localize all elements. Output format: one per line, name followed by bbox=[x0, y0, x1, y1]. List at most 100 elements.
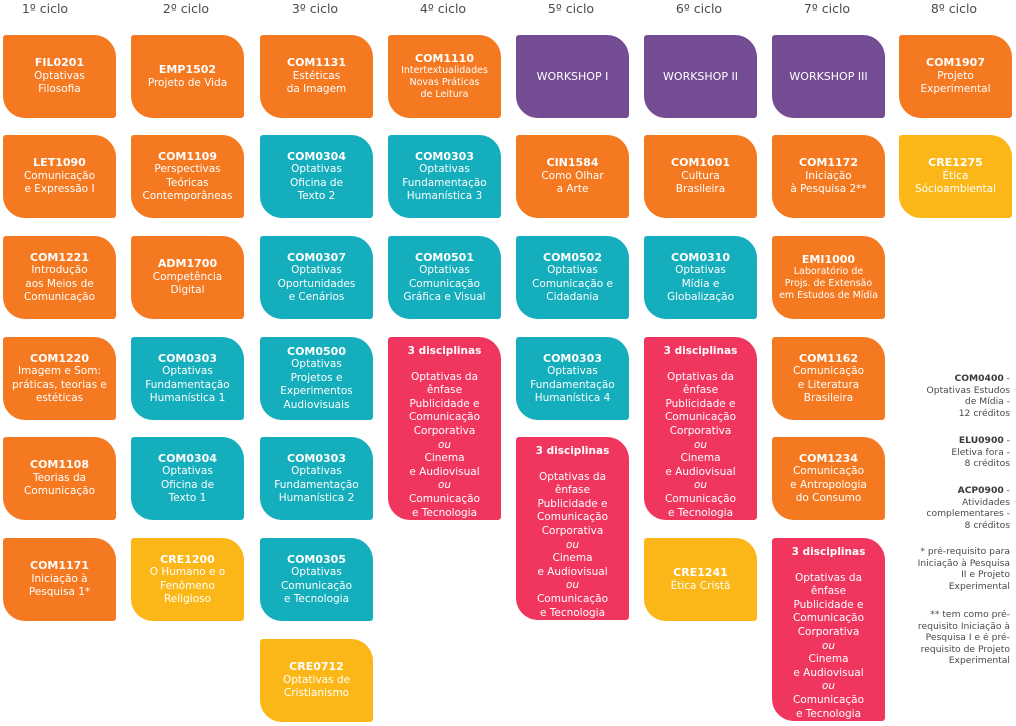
course-card[interactable]: COM1110 Intertextualidades Novas Prática… bbox=[388, 35, 501, 118]
or-label: ou bbox=[565, 538, 580, 551]
course-card[interactable]: LET1090 Comunicação e Expressão I bbox=[3, 135, 116, 218]
electives-block[interactable]: 3 disciplinas Optativas da ênfase Public… bbox=[516, 437, 629, 620]
course-card[interactable]: COM1171 Iniciação à Pesquisa 1* bbox=[3, 538, 116, 621]
workshop-card[interactable]: WORKSHOP III bbox=[772, 35, 885, 118]
note-text: Atividades complementares - 8 créditos bbox=[926, 496, 1010, 531]
course-card[interactable]: COM0303 Optativas Fundamentação Humaníst… bbox=[260, 437, 373, 520]
course-title: Ética Cristã bbox=[670, 579, 731, 592]
course-card[interactable]: ADM1700 Competência Digital bbox=[131, 236, 244, 319]
electives-option-1: Optativas da ênfase Publicidade e Comuni… bbox=[536, 470, 609, 537]
or-label: ou bbox=[565, 579, 580, 592]
course-card[interactable]: COM0305 Optativas Comunicação e Tecnolog… bbox=[260, 538, 373, 621]
course-card[interactable]: COM0303 Optativas Fundamentação Humaníst… bbox=[516, 337, 629, 420]
course-code: COM0303 bbox=[543, 351, 602, 365]
course-card[interactable]: CRE1275 Ética Sócioambiental bbox=[899, 135, 1012, 218]
course-title: Projeto de Vida bbox=[147, 76, 228, 89]
course-code: COM1131 bbox=[287, 56, 346, 70]
course-code: COM0310 bbox=[671, 250, 730, 264]
course-title: Estéticas da Imagem bbox=[286, 69, 347, 96]
cycle-header-3: 3º ciclo bbox=[291, 1, 339, 16]
course-card[interactable]: COM1220 Imagem e Som: práticas, teorias … bbox=[3, 337, 116, 420]
note-code: ACP0900 bbox=[957, 485, 1004, 496]
course-card[interactable]: COM1221 Introdução aos Meios de Comunica… bbox=[3, 236, 116, 319]
course-card[interactable]: COM0303 Optativas Fundamentação Humaníst… bbox=[131, 337, 244, 420]
course-card[interactable]: COM0501 Optativas Comunicação Gráfica e … bbox=[388, 236, 501, 319]
course-code: CRE1241 bbox=[673, 566, 728, 579]
cycle-header-1: 1º ciclo bbox=[21, 1, 69, 16]
course-card[interactable]: COM1172 Iniciação à Pesquisa 2** bbox=[772, 135, 885, 218]
course-title: Optativas Filosofia bbox=[34, 69, 85, 96]
course-card[interactable]: CIN1584 Como Olhar a Arte bbox=[516, 135, 629, 218]
electives-block[interactable]: 3 disciplinas Optativas da ênfase Public… bbox=[644, 337, 757, 520]
course-title: Optativas Fundamentação Humanística 1 bbox=[145, 365, 230, 404]
course-code: COM0501 bbox=[415, 250, 474, 264]
course-card[interactable]: COM1234 Comunicação e Antropologia do Co… bbox=[772, 437, 885, 520]
course-title: Optativas de Cristianismo bbox=[282, 673, 351, 700]
course-title: Imagem e Som: práticas, teorias e estéti… bbox=[12, 365, 107, 404]
course-card[interactable]: CRE1241 Ética Cristã bbox=[644, 538, 757, 621]
course-card[interactable]: COM0304 Optativas Oficina de Texto 1 bbox=[131, 437, 244, 520]
workshop-card[interactable]: WORKSHOP II bbox=[644, 35, 757, 118]
course-card[interactable]: COM0310 Optativas Mídia e Globalização bbox=[644, 236, 757, 319]
course-title: Ética Sócioambiental bbox=[914, 169, 997, 196]
cycle-header-6: 6º ciclo bbox=[675, 1, 723, 16]
course-card[interactable]: COM0307 Optativas Oportunidades e Cenári… bbox=[260, 236, 373, 319]
electives-option-1: Optativas da ênfase Publicidade e Comuni… bbox=[664, 370, 737, 437]
course-code: EMI1000 bbox=[801, 252, 856, 266]
course-title: Optativas Comunicação e Cidadania bbox=[532, 264, 613, 303]
course-title: Introdução aos Meios de Comunicação bbox=[23, 264, 96, 303]
electives-option-3: Comunicação e Tecnologia bbox=[792, 693, 865, 720]
course-code: COM0304 bbox=[287, 149, 346, 163]
electives-block[interactable]: 3 disciplinas Optativas da ênfase Public… bbox=[772, 538, 885, 721]
cycle-header-8: 8º ciclo bbox=[930, 1, 978, 16]
course-code: COM1171 bbox=[30, 559, 89, 573]
course-card[interactable]: COM1162 Comunicação e Literatura Brasile… bbox=[772, 337, 885, 420]
course-card[interactable]: COM1131 Estéticas da Imagem bbox=[260, 35, 373, 118]
course-code: COM1109 bbox=[158, 149, 217, 163]
course-card[interactable]: COM1109 Perspectivas Teóricas Contemporâ… bbox=[131, 135, 244, 218]
course-title: Teorias da Comunicação bbox=[23, 471, 96, 498]
course-card[interactable]: EMI1000 Laboratório de Projs. de Extensã… bbox=[772, 236, 885, 319]
course-code: CRE1275 bbox=[928, 156, 983, 170]
course-card[interactable]: COM1001 Cultura Brasileira bbox=[644, 135, 757, 218]
or-label: ou bbox=[437, 479, 452, 492]
course-card[interactable]: COM1108 Teorias da Comunicação bbox=[3, 437, 116, 520]
course-card[interactable]: COM0303 Optativas Fundamentação Humaníst… bbox=[388, 135, 501, 218]
note-text: Optativas Estudos de Mídia - 12 créditos bbox=[926, 384, 1010, 419]
course-title: WORKSHOP II bbox=[663, 69, 738, 83]
course-title: Iniciação à Pesquisa 2** bbox=[790, 169, 867, 196]
course-title: Optativas Comunicação e Tecnologia bbox=[280, 566, 353, 605]
electives-count: 3 disciplinas bbox=[535, 445, 610, 457]
note-code: COM0400 bbox=[954, 373, 1004, 384]
course-title: Perspectivas Teóricas Contemporâneas bbox=[142, 163, 233, 202]
course-code: COM1172 bbox=[799, 156, 858, 170]
course-code: COM0502 bbox=[543, 250, 602, 264]
course-title: Comunicação e Expressão I bbox=[23, 169, 96, 196]
note-text: Eletiva fora - 8 créditos bbox=[951, 446, 1010, 470]
course-title: Comunicação e Antropologia do Consumo bbox=[790, 465, 867, 504]
course-title: Optativas Oficina de Texto 1 bbox=[160, 465, 215, 504]
or-label: ou bbox=[821, 639, 836, 652]
course-code: COM1220 bbox=[30, 351, 89, 365]
course-code: COM1221 bbox=[30, 250, 89, 264]
course-card[interactable]: COM1907 Projeto Experimental bbox=[899, 35, 1012, 118]
course-title: WORKSHOP III bbox=[789, 69, 868, 83]
course-title: Optativas Fundamentação Humanística 2 bbox=[274, 465, 359, 504]
course-code: COM0500 bbox=[287, 344, 346, 358]
electives-block[interactable]: 3 disciplinas Optativas da ênfase Public… bbox=[388, 337, 501, 520]
course-card[interactable]: CRE0712 Optativas de Cristianismo bbox=[260, 639, 373, 722]
note-com0400: COM0400 - Optativas Estudos de Mídia - 1… bbox=[926, 373, 1010, 419]
course-code: ADM1700 bbox=[157, 257, 218, 271]
note-acp0900: ACP0900 - Atividades complementares - 8 … bbox=[926, 485, 1010, 531]
course-code: COM0304 bbox=[158, 451, 217, 465]
course-card[interactable]: COM0502 Optativas Comunicação e Cidadani… bbox=[516, 236, 629, 319]
course-card[interactable]: COM0500 Optativas Projetos e Experimento… bbox=[260, 337, 373, 420]
workshop-card[interactable]: WORKSHOP I bbox=[516, 35, 629, 118]
course-card[interactable]: EMP1502 Projeto de Vida bbox=[131, 35, 244, 118]
course-card[interactable]: CRE1200 O Humano e o Fenômeno Religioso bbox=[131, 538, 244, 621]
course-card[interactable]: COM0304 Optativas Oficina de Texto 2 bbox=[260, 135, 373, 218]
course-card[interactable]: FIL0201 Optativas Filosofia bbox=[3, 35, 116, 118]
cycle-header-2: 2º ciclo bbox=[162, 1, 210, 16]
electives-option-1: Optativas da ênfase Publicidade e Comuni… bbox=[408, 370, 481, 437]
course-title: Optativas Oficina de Texto 2 bbox=[289, 163, 344, 202]
